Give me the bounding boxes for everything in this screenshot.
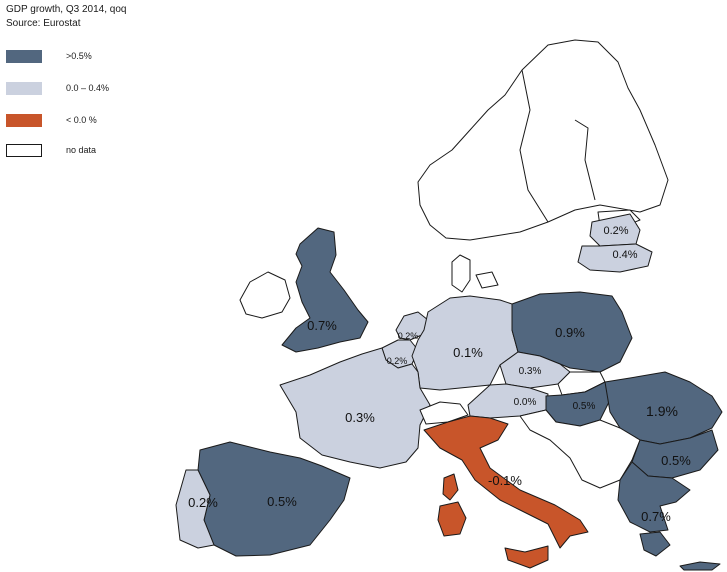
map-title-block: GDP growth, Q3 2014, qoq Source: Eurosta… <box>6 3 126 31</box>
region-switzerland <box>419 401 469 425</box>
region-greece <box>617 461 691 533</box>
legend-label-nodata: no data <box>66 145 97 155</box>
legend-item-mid: 0.0 – 0.4% <box>6 82 226 98</box>
label-latvia: 0.2% <box>603 225 628 237</box>
legend-swatch-mid <box>6 82 42 95</box>
label-germany: 0.1% <box>453 345 483 360</box>
legend-item-negative: < 0.0 % <box>6 114 226 130</box>
label-netherlands: 0.2% <box>398 331 419 341</box>
legend-label-mid: 0.0 – 0.4% <box>66 83 110 93</box>
region-uk <box>281 227 369 353</box>
region-france <box>279 347 431 469</box>
region-lithuania <box>577 243 653 273</box>
region-germany <box>411 295 519 391</box>
region-italy <box>423 415 589 549</box>
label-italy: -0.1% <box>488 473 522 488</box>
label-france: 0.3% <box>345 410 375 425</box>
region-scandinavia <box>417 39 669 241</box>
label-spain: 0.5% <box>267 494 297 509</box>
region-sardinia <box>437 501 467 537</box>
region-greece-peloponnese <box>639 531 671 557</box>
region-corsica <box>442 473 459 501</box>
region-ireland <box>239 271 291 319</box>
map-title: GDP growth, Q3 2014, qoq <box>6 4 127 15</box>
label-bulgaria: 0.5% <box>661 453 691 468</box>
legend-swatch-nodata <box>6 144 42 157</box>
legend-item-above: >0.5% <box>6 50 226 66</box>
region-sicily <box>504 545 549 569</box>
label-greece: 0.7% <box>641 509 671 524</box>
legend-item-nodata: no data <box>6 144 226 160</box>
label-belgium: 0.2% <box>387 356 408 366</box>
legend-label-negative: < 0.0 % <box>66 115 97 125</box>
region-balkans <box>519 409 641 489</box>
legend-label-above: >0.5% <box>66 51 92 61</box>
label-portugal: 0.2% <box>188 495 218 510</box>
map-source: Source: Eurostat <box>6 18 81 29</box>
region-denmark-island <box>475 271 499 289</box>
region-crete <box>679 561 721 571</box>
label-uk: 0.7% <box>307 318 337 333</box>
region-portugal <box>175 469 215 549</box>
label-romania: 1.9% <box>646 403 678 419</box>
label-austria: 0.0% <box>514 397 537 408</box>
region-scandinavia-border <box>519 69 549 223</box>
label-hungary: 0.5% <box>573 401 596 412</box>
label-czech: 0.3% <box>519 366 542 377</box>
region-denmark <box>451 254 471 293</box>
label-poland: 0.9% <box>555 325 585 340</box>
legend-swatch-above <box>6 50 42 63</box>
region-finland-border <box>574 119 596 201</box>
legend-swatch-negative <box>6 114 42 127</box>
label-lithuania: 0.4% <box>612 249 637 261</box>
